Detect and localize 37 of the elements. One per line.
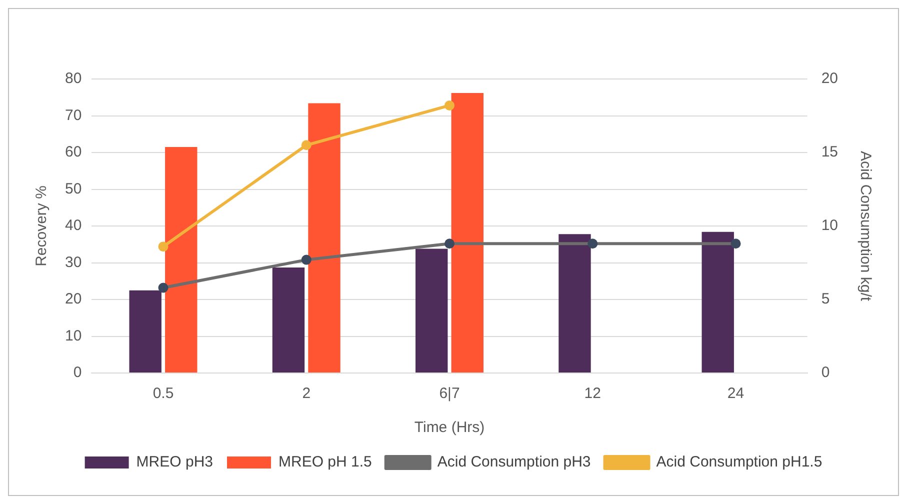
y-axis-title: Recovery % bbox=[33, 186, 50, 266]
bar bbox=[416, 248, 448, 372]
y-tick-label: 20 bbox=[64, 290, 82, 308]
point bbox=[301, 140, 312, 150]
x-tick-label: 6|7 bbox=[439, 385, 460, 402]
y-tick-label: 60 bbox=[64, 144, 82, 161]
y2-tick-label: 15 bbox=[821, 144, 838, 161]
legend-label: MREO pH3 bbox=[136, 454, 213, 471]
point bbox=[158, 242, 168, 252]
x-tick-label: 12 bbox=[584, 385, 601, 402]
y-tick-label: 10 bbox=[64, 327, 82, 344]
bar bbox=[129, 290, 162, 372]
y2-tick-label: 5 bbox=[821, 290, 830, 308]
y-tick-label: 70 bbox=[64, 106, 82, 124]
point bbox=[444, 100, 454, 110]
legend-label: Acid Consumption pH3 bbox=[437, 454, 591, 471]
bar bbox=[308, 103, 340, 372]
y-tick-label: 50 bbox=[64, 180, 82, 198]
y2-tick-label: 10 bbox=[821, 217, 838, 234]
y2-tick-label: 0 bbox=[821, 364, 830, 382]
y2-axis-title: Acid Consumption kg/t bbox=[856, 150, 874, 302]
x-axis-title: Time (Hrs) bbox=[414, 419, 485, 436]
legend-label: MREO pH 1.5 bbox=[278, 454, 372, 471]
legend-label: Acid Consumption pH1.5 bbox=[656, 454, 822, 471]
bar bbox=[702, 232, 734, 372]
y-tick-label: 40 bbox=[64, 217, 82, 234]
bar bbox=[165, 146, 198, 372]
bar bbox=[558, 234, 591, 372]
y-tick-label: 80 bbox=[64, 70, 82, 88]
x-tick-label: 2 bbox=[302, 385, 311, 402]
y-tick-label: 30 bbox=[64, 254, 82, 271]
y-tick-label: 0 bbox=[73, 364, 82, 382]
x-tick-label: 24 bbox=[727, 385, 744, 402]
x-tick-label: 0.5 bbox=[152, 385, 174, 402]
bar bbox=[272, 268, 305, 372]
y2-tick-label: 20 bbox=[821, 70, 838, 88]
bar bbox=[451, 92, 484, 372]
